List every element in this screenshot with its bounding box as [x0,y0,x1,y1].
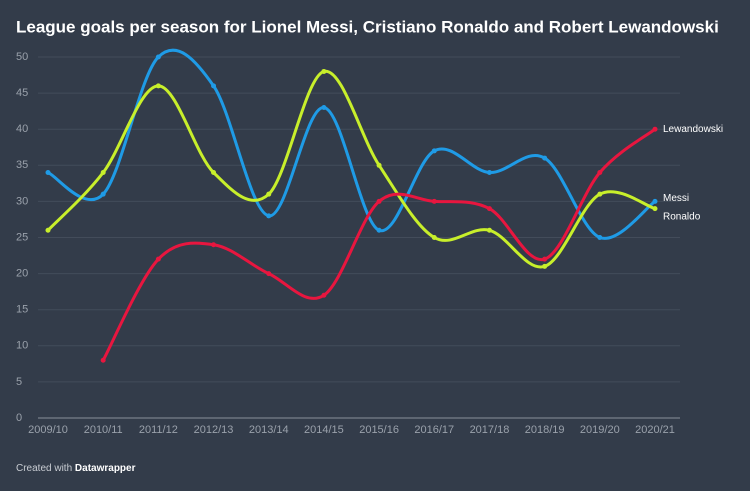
footer-brand: Datawrapper [75,463,136,474]
data-point [45,170,51,176]
data-point [266,191,272,197]
data-point [486,206,492,212]
data-point [652,206,658,212]
y-tick-label: 45 [16,87,28,99]
data-point [431,198,437,204]
data-point [597,191,603,197]
y-tick-label: 30 [16,195,28,207]
data-point [542,155,548,161]
data-point [376,227,382,233]
x-tick-label: 2013/14 [249,424,289,436]
data-point [45,227,51,233]
data-point [486,170,492,176]
series-label: Messi [663,193,689,204]
data-point [652,198,658,204]
y-tick-label: 50 [16,51,28,63]
x-tick-label: 2011/12 [139,424,178,436]
data-point [486,227,492,233]
data-point [542,256,548,262]
x-tick-label: 2010/11 [84,424,123,436]
data-point [321,68,327,74]
y-tick-label: 15 [16,304,28,316]
x-tick-label: 2009/10 [28,424,68,436]
series-label: Lewandowski [663,124,723,135]
data-point [542,263,548,269]
data-point [155,83,161,89]
data-point [431,148,437,154]
y-tick-label: 35 [16,159,28,171]
x-tick-label: 2014/15 [304,424,344,436]
data-point [376,162,382,168]
x-tick-label: 2015/16 [359,424,399,436]
y-tick-label: 5 [16,376,22,388]
y-tick-label: 25 [16,231,28,243]
x-tick-label: 2020/21 [635,424,675,436]
data-point [266,213,272,219]
series-line [47,48,656,240]
data-point [100,191,106,197]
data-point [597,235,603,240]
series-label: Ronaldo [663,211,701,222]
x-tick-label: 2017/18 [470,424,510,436]
data-point [321,292,327,298]
x-tick-label: 2018/19 [525,424,565,436]
y-tick-label: 10 [16,340,28,352]
data-point [155,256,161,262]
data-point [652,126,658,132]
data-point [321,105,327,111]
y-tick-label: 0 [16,412,22,424]
data-point [597,170,603,176]
data-point [100,357,106,363]
x-tick-label: 2016/17 [414,424,454,436]
x-tick-label: 2019/20 [580,424,620,436]
x-tick-label: 2012/13 [194,424,234,436]
data-point [100,170,106,176]
y-tick-label: 40 [16,123,28,135]
footer: Created with Datawrapper [16,463,136,474]
chart-title: League goals per season for Lionel Messi… [16,17,719,36]
data-point [266,271,272,277]
y-tick-label: 20 [16,268,28,280]
data-point [376,198,382,204]
data-point [431,235,437,240]
data-point [211,83,217,89]
footer-prefix: Created with [16,463,72,474]
data-point [155,54,161,60]
data-point [211,242,217,248]
data-point [211,170,217,176]
